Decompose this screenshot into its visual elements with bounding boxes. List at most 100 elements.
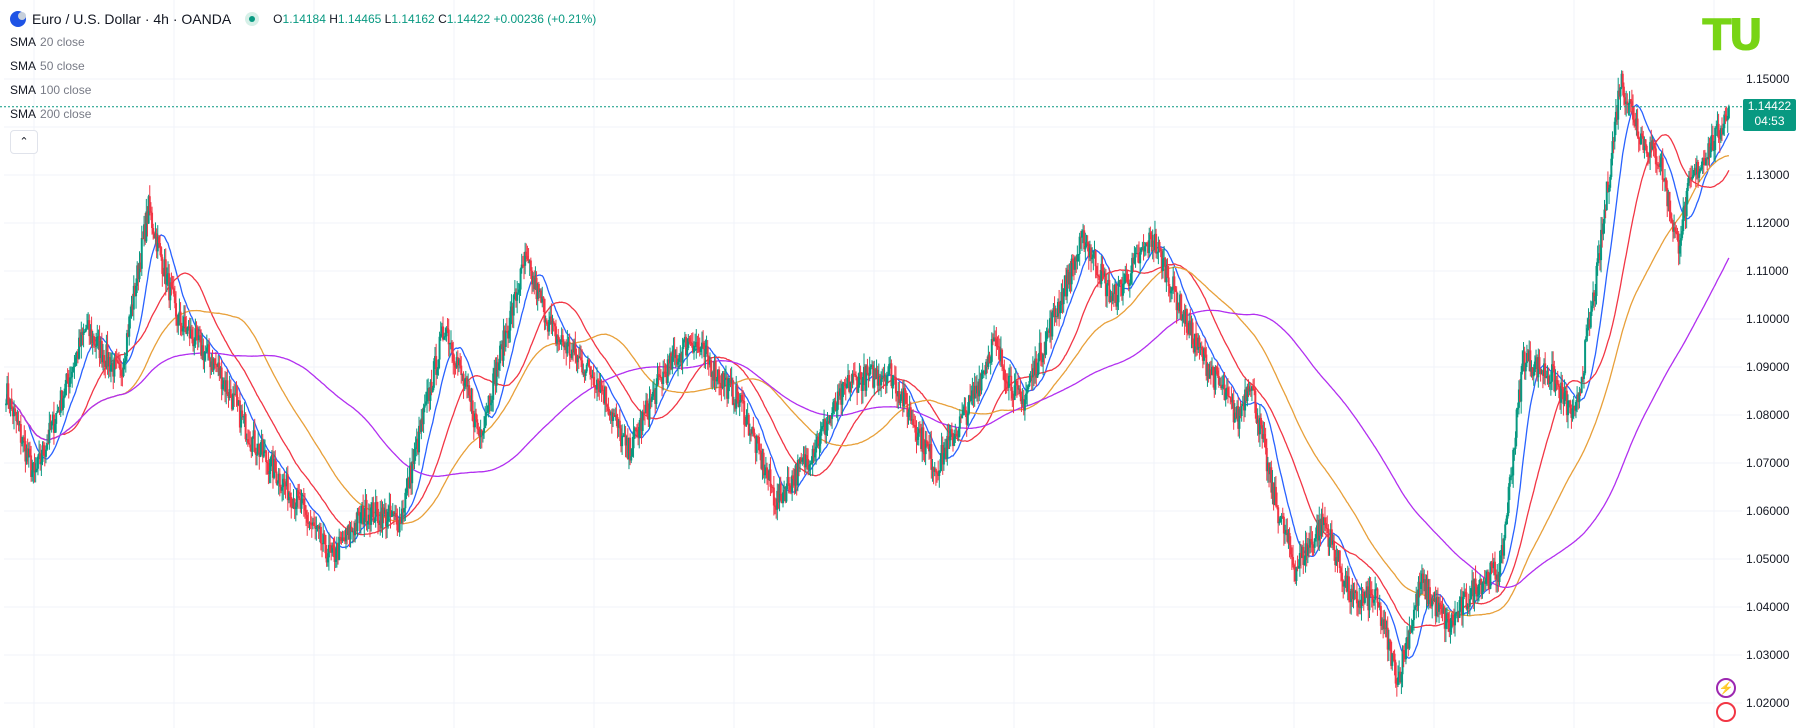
- candle-body: [1161, 258, 1164, 272]
- candle-body: [811, 448, 814, 463]
- candle-body: [1108, 279, 1111, 303]
- candle-body: [819, 429, 822, 444]
- indicator-sma-20[interactable]: SMA 20 close: [10, 30, 596, 54]
- candle-body: [1314, 534, 1317, 539]
- candle-body: [969, 395, 972, 402]
- candle-body: [1438, 602, 1441, 612]
- candle-body: [411, 461, 414, 484]
- candle-body: [1228, 395, 1231, 398]
- candle-body: [1473, 578, 1476, 603]
- candle-body: [1381, 619, 1384, 626]
- candle-body: [34, 470, 37, 473]
- indicator-sma-200[interactable]: SMA 200 close: [10, 102, 596, 126]
- candle-body: [521, 264, 524, 266]
- candle-body: [379, 511, 382, 525]
- candle-body: [695, 342, 698, 346]
- candle-body: [287, 492, 290, 501]
- candle-body: [1163, 258, 1166, 260]
- candle-body: [828, 415, 831, 424]
- candle-body: [444, 336, 447, 338]
- candle-body: [1207, 364, 1210, 379]
- candle-body: [774, 505, 777, 507]
- candle-body: [473, 413, 476, 428]
- candle-body: [763, 473, 766, 476]
- indicator-sma-50[interactable]: SMA 50 close: [10, 54, 596, 78]
- candle-body: [27, 448, 30, 458]
- candle-body: [1606, 181, 1609, 192]
- candle-body: [478, 429, 481, 438]
- candle-body: [827, 421, 830, 424]
- candle-body: [540, 290, 543, 303]
- candle-body: [689, 341, 692, 344]
- candle-body: [1106, 284, 1109, 297]
- candle-body: [1033, 368, 1036, 376]
- candle-body: [1326, 528, 1329, 530]
- candle-body: [1304, 543, 1307, 561]
- candle-body: [1642, 135, 1645, 150]
- candle-body: [829, 415, 832, 419]
- candle-body: [1355, 591, 1358, 604]
- candle-body: [875, 369, 878, 379]
- lightning-icon[interactable]: ⚡: [1716, 678, 1736, 698]
- collapse-legend-button[interactable]: ⌃: [10, 130, 38, 154]
- candle-body: [1152, 240, 1155, 250]
- candle-body: [916, 436, 919, 441]
- candle-body: [440, 326, 443, 334]
- candle-body: [252, 430, 255, 438]
- candle-body: [693, 346, 696, 353]
- candle-body: [669, 353, 672, 364]
- y-tick-label: 1.10000: [1746, 312, 1790, 326]
- candle-body: [468, 385, 471, 396]
- candle-body: [1059, 304, 1062, 314]
- candle-body: [894, 377, 897, 394]
- candle-body: [1499, 555, 1502, 564]
- candle-body: [997, 346, 1000, 348]
- candle-body: [1398, 671, 1401, 678]
- candle-body: [1630, 101, 1633, 107]
- candle-body: [513, 292, 516, 296]
- candle-body: [1012, 398, 1015, 401]
- candle-body: [426, 391, 429, 402]
- candle-body: [168, 273, 171, 301]
- candle-body: [1262, 434, 1265, 439]
- indicator-sma-100[interactable]: SMA 100 close: [10, 78, 596, 102]
- candle-body: [880, 379, 883, 386]
- candle-body: [1002, 366, 1005, 369]
- candle-body: [703, 342, 706, 358]
- candle-body: [922, 427, 925, 453]
- candle-body: [877, 376, 880, 386]
- candle-body: [1127, 282, 1130, 286]
- candle-body: [740, 395, 743, 400]
- candle-body: [1585, 336, 1588, 341]
- symbol-title[interactable]: Euro / U.S. Dollar · 4h · OANDA: [32, 11, 232, 27]
- candle-body: [1689, 177, 1692, 179]
- candle-body: [666, 359, 669, 384]
- candle-body: [1156, 252, 1159, 254]
- candle-body: [524, 251, 527, 266]
- candle-body: [551, 321, 554, 325]
- candle-body: [1582, 373, 1585, 379]
- candle-body: [1272, 482, 1275, 505]
- candle-body: [1218, 384, 1221, 386]
- candle-body: [632, 431, 635, 449]
- candle-body: [330, 551, 333, 553]
- candle-body: [351, 531, 354, 533]
- candle-body: [932, 467, 935, 472]
- candle-body: [549, 316, 552, 320]
- candle-body: [299, 498, 302, 509]
- candle-body: [575, 354, 578, 363]
- candle-body: [1335, 557, 1338, 566]
- candle-body: [250, 447, 253, 452]
- market-status-icon[interactable]: [245, 12, 260, 26]
- candle-body: [1346, 576, 1349, 592]
- candle-body: [31, 470, 34, 477]
- candle-body: [1200, 346, 1203, 350]
- candle-body: [332, 545, 335, 549]
- candle-body: [194, 328, 197, 345]
- candle-body: [1425, 579, 1428, 600]
- candle-body: [536, 283, 539, 300]
- flag-icon[interactable]: [1716, 702, 1736, 722]
- candle-body: [1626, 101, 1629, 105]
- candle-body: [1281, 516, 1284, 518]
